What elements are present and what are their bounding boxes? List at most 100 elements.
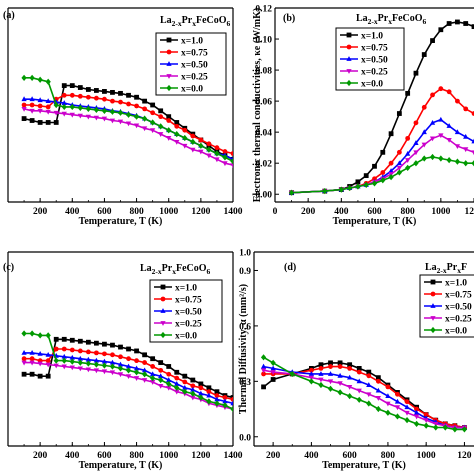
- legend-label: x=1.0: [445, 279, 467, 289]
- data-point: [394, 413, 401, 420]
- data-point: [394, 398, 401, 404]
- formula-subscript: 2-x: [172, 19, 182, 28]
- data-point: [347, 362, 353, 368]
- data-point: [327, 385, 334, 392]
- data-point: [102, 341, 107, 347]
- data-point: [150, 128, 156, 134]
- data-point: [85, 356, 91, 362]
- formula-subscript: x: [172, 267, 176, 276]
- data-point: [322, 188, 328, 195]
- data-point: [337, 381, 343, 387]
- x-axis-label: Temperature, T (K): [79, 460, 163, 471]
- data-point: [142, 360, 148, 365]
- data-point: [421, 142, 427, 148]
- data-point: [109, 118, 116, 124]
- data-point: [158, 376, 164, 384]
- data-point: [375, 387, 381, 393]
- formula-subscript: x: [388, 17, 392, 26]
- data-point: [388, 160, 394, 166]
- data-point: [214, 389, 220, 395]
- y-tick-label: 0.3: [239, 378, 251, 388]
- data-point: [61, 83, 67, 88]
- data-point: [142, 352, 148, 358]
- data-point: [230, 397, 233, 402]
- data-point: [270, 370, 276, 375]
- data-point: [174, 369, 180, 375]
- data-point: [198, 137, 204, 143]
- data-point: [150, 371, 156, 377]
- data-point: [214, 145, 220, 151]
- data-point: [463, 160, 469, 167]
- data-point: [69, 103, 75, 111]
- data-point: [337, 364, 343, 369]
- data-point: [118, 99, 123, 105]
- formula-text: F: [461, 262, 467, 273]
- legend-marker: [160, 284, 166, 290]
- data-point: [388, 174, 394, 181]
- y-tick-label: 0.0: [239, 433, 251, 443]
- data-point: [471, 111, 474, 116]
- data-point: [206, 146, 212, 153]
- data-point: [69, 337, 75, 343]
- x-tick-label: 600: [343, 451, 358, 461]
- data-point: [396, 165, 403, 171]
- data-point: [318, 366, 324, 371]
- y-tick-label: 1.0: [239, 249, 251, 259]
- data-point: [141, 367, 148, 373]
- y-tick-label: 0.9: [239, 267, 251, 277]
- legend-box: [149, 279, 223, 343]
- data-point: [421, 155, 427, 162]
- data-point: [438, 155, 444, 162]
- data-point: [37, 120, 43, 125]
- data-point: [198, 381, 204, 387]
- data-point: [29, 330, 35, 337]
- x-tick-label: 1200: [191, 451, 210, 461]
- x-tick-label: 1400: [224, 207, 243, 217]
- data-point: [53, 336, 59, 342]
- data-point: [45, 98, 51, 104]
- data-point: [355, 179, 361, 185]
- data-point: [421, 52, 427, 57]
- data-point: [452, 426, 458, 433]
- data-point: [182, 388, 188, 395]
- legend-label: x=0.50: [175, 308, 202, 318]
- data-point: [230, 158, 233, 165]
- x-tick-label: 1400: [224, 451, 243, 461]
- data-point: [142, 98, 148, 104]
- data-point: [109, 370, 116, 376]
- data-point: [214, 150, 220, 157]
- data-point: [126, 346, 131, 352]
- legend-marker: [166, 49, 172, 55]
- data-point: [366, 400, 372, 407]
- legend-label: x=0.0: [445, 327, 467, 337]
- data-point: [454, 158, 461, 165]
- data-point: [85, 114, 91, 120]
- data-point: [337, 360, 343, 366]
- data-point: [182, 143, 188, 149]
- data-point: [166, 371, 172, 377]
- x-tick-label: 1200: [191, 207, 210, 217]
- data-point: [93, 340, 99, 346]
- data-point: [53, 101, 59, 109]
- data-point: [53, 357, 59, 364]
- data-point: [133, 376, 140, 381]
- plot-area: [288, 19, 474, 196]
- data-point: [328, 360, 333, 366]
- data-point: [463, 106, 469, 112]
- data-point: [413, 414, 420, 420]
- data-point: [222, 154, 228, 161]
- legend-label: x=0.0: [361, 80, 383, 90]
- legend: x=1.0 x=0.75 x=0.50 x=0.25 x=0.0: [419, 274, 474, 338]
- data-point: [380, 177, 386, 184]
- legend: x=1.0 x=0.75 x=0.50 x=0.25 x=0.0: [149, 279, 223, 343]
- data-point: [454, 144, 461, 150]
- data-point: [93, 115, 100, 121]
- data-point: [134, 358, 139, 364]
- data-point: [117, 365, 124, 372]
- data-point: [366, 382, 372, 387]
- panel-3: 200 400 600 800 1000 120 0.0 0.3 0.6 0.9 1.0 Temper…: [238, 249, 474, 471]
- data-point: [366, 369, 372, 375]
- legend-marker: [160, 296, 166, 302]
- data-point: [366, 392, 372, 398]
- data-point: [461, 426, 468, 433]
